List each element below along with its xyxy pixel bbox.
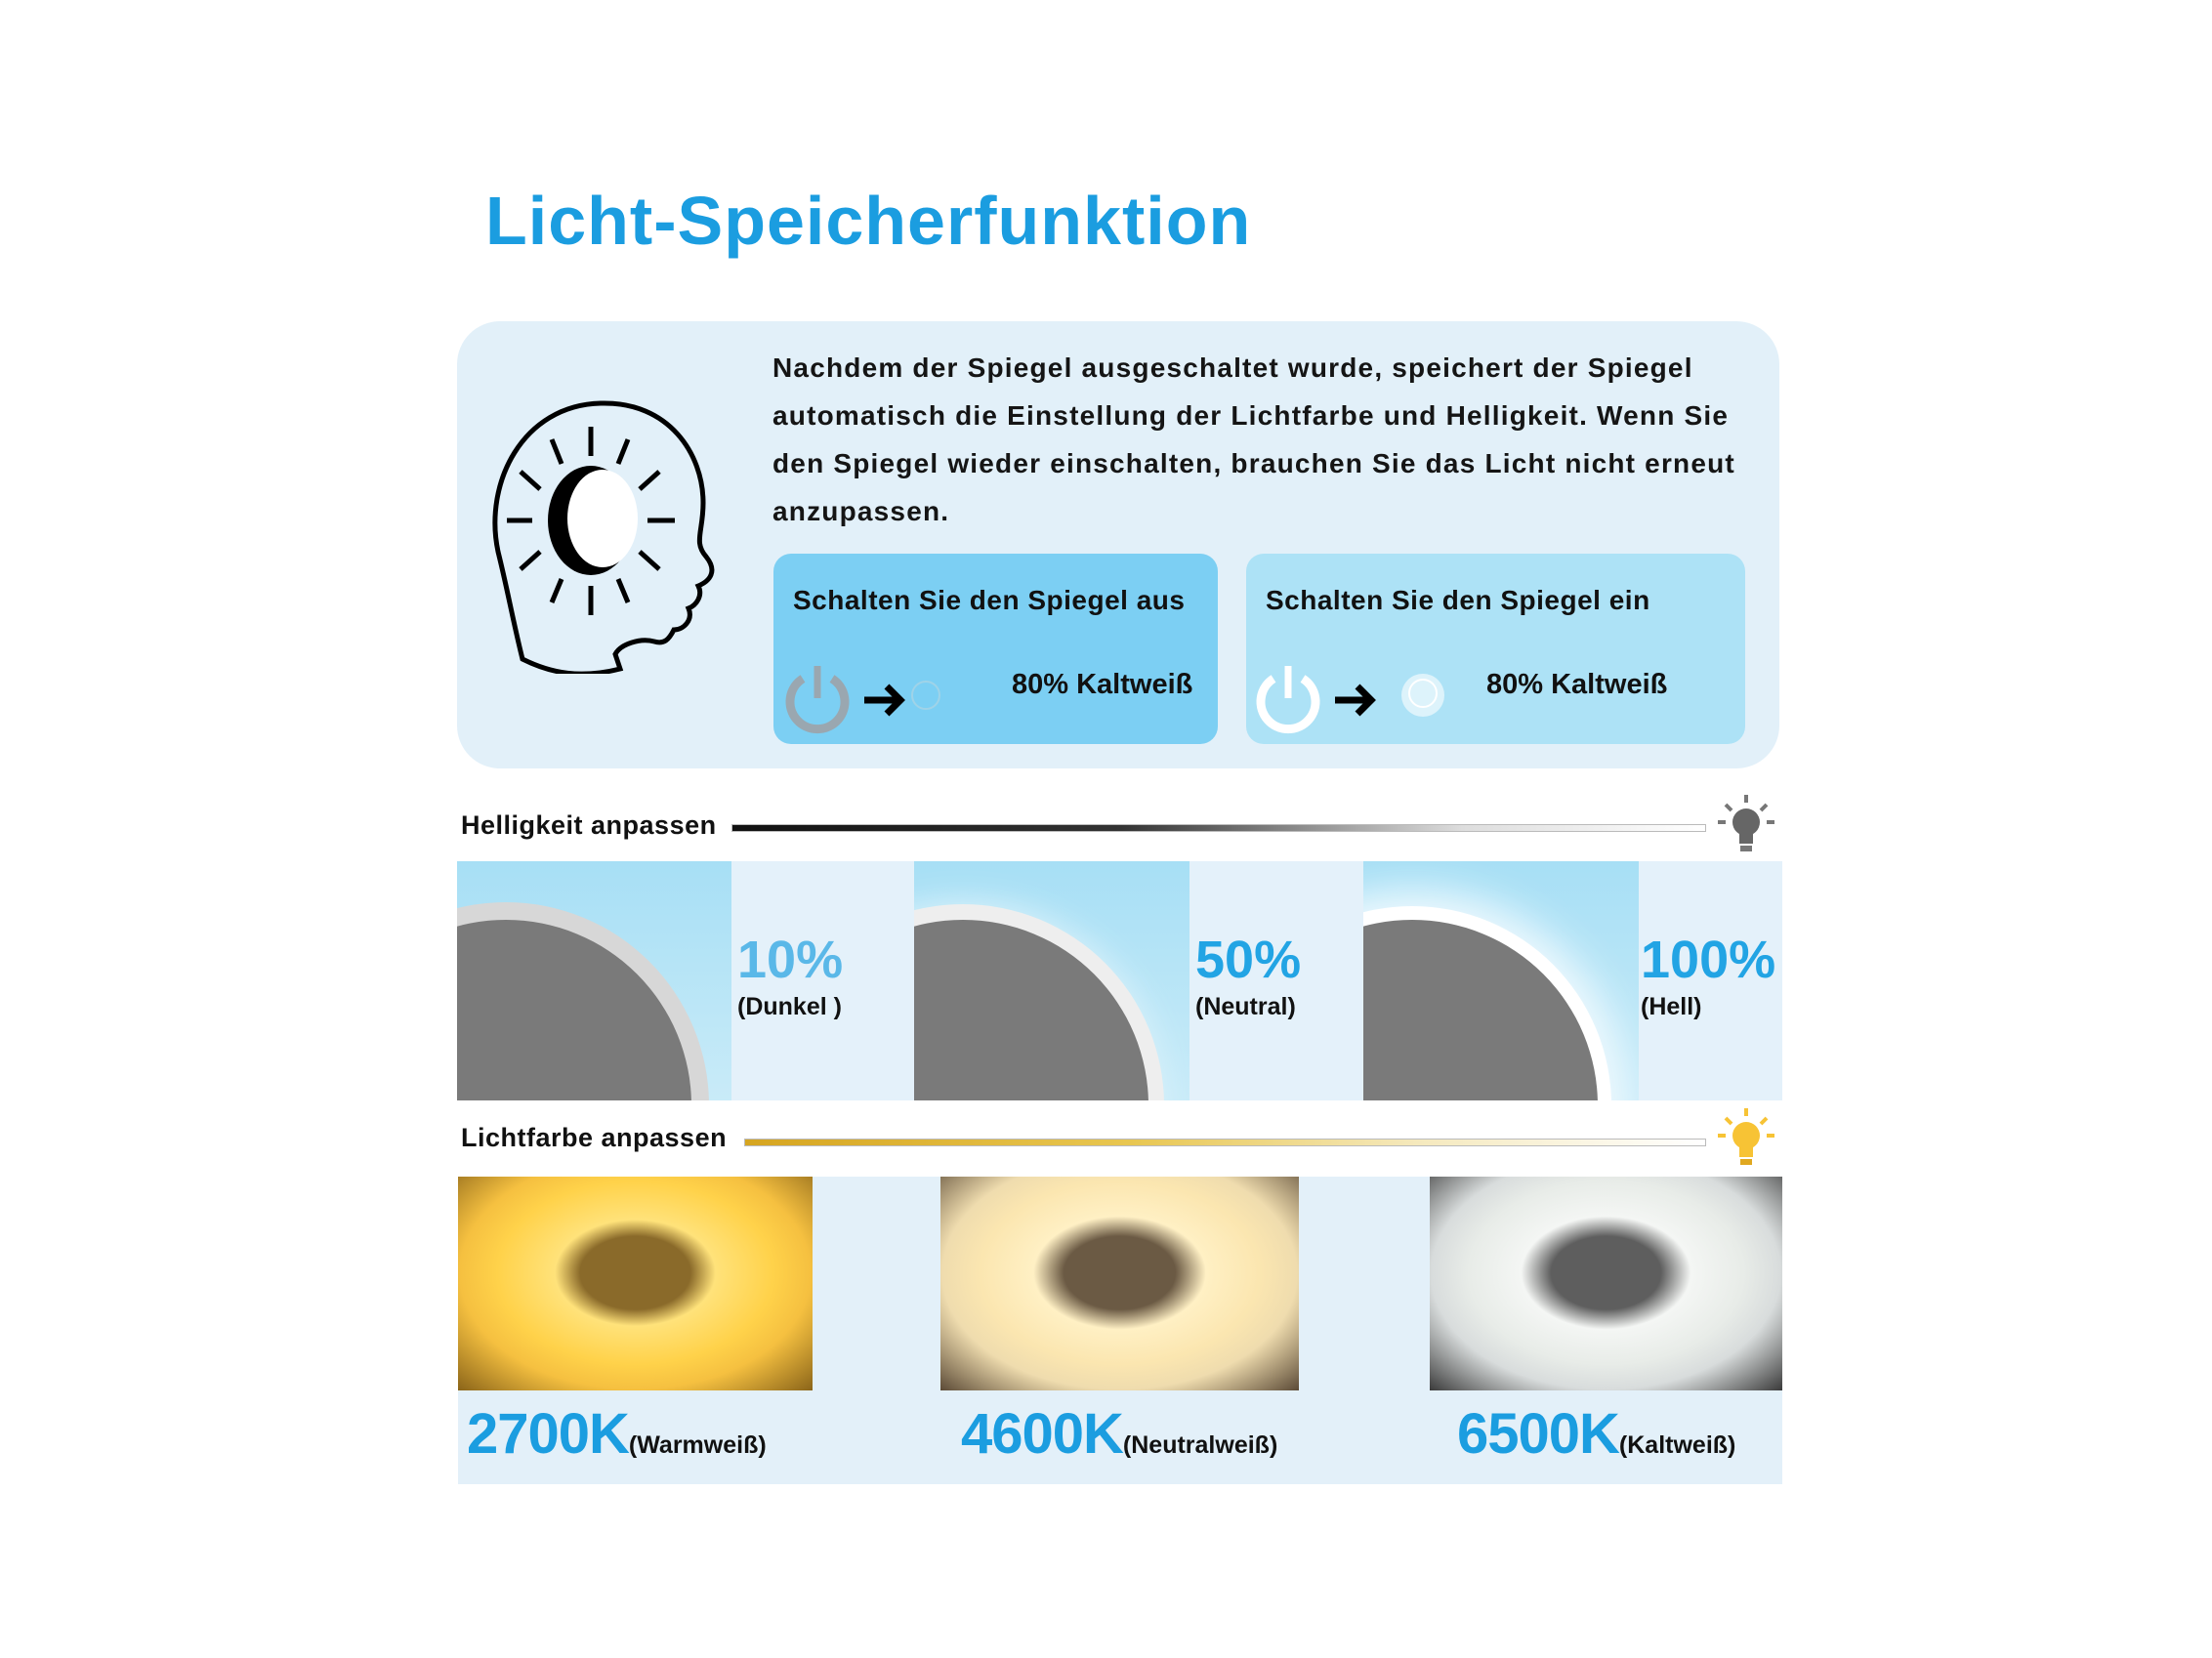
color-temp-label: 2700K(Warmweiß) (467, 1402, 767, 1466)
brightness-gradient-bar (731, 824, 1706, 832)
led-strip-image-neutral (940, 1177, 1299, 1390)
step-label: Schalten Sie den Spiegel ein (1266, 585, 1650, 615)
light-color-label: Lichtfarbe anpassen (461, 1123, 728, 1152)
step-off-card: Schalten Sie den Spiegel aus 80% Kaltwei… (773, 554, 1218, 744)
power-icon (1256, 666, 1444, 734)
step-on-card: Schalten Sie den Spiegel ein 80% Kaltwei… (1246, 554, 1745, 744)
description-text: Nachdem der Spiegel ausgeschaltet wurde,… (772, 352, 1735, 526)
brightness-name: (Hell) (1641, 993, 1702, 1020)
brightness-name: (Neutral) (1195, 993, 1296, 1020)
color-temp-label: 6500K(Kaltweiß) (1457, 1402, 1736, 1466)
mirror-image-100 (1363, 861, 1639, 1100)
head-sun-moon-icon (492, 400, 715, 674)
page-title: Licht-Speicherfunktion (485, 183, 1252, 259)
step-value: 80% Kaltweiß (1012, 669, 1193, 700)
brightness-strip: 10% (Dunkel ) 50% (Neutral) 100% (Hell) (457, 861, 1782, 1100)
led-strip-image-cool (1430, 1177, 1782, 1390)
brightness-name: (Dunkel ) (737, 993, 842, 1020)
mirror-image-50 (914, 861, 1189, 1100)
power-icon (785, 666, 940, 734)
brightness-value: 10% (737, 931, 844, 989)
step-value: 80% Kaltweiß (1486, 669, 1668, 700)
color-gradient-bar (744, 1139, 1706, 1146)
color-temp-label: 4600K(Neutralweiß) (961, 1402, 1278, 1466)
led-strip-image-warm (458, 1177, 813, 1390)
brightness-label: Helligkeit anpassen (461, 810, 717, 840)
brightness-value: 100% (1641, 931, 1776, 989)
lightbulb-icon (1718, 795, 1774, 851)
brightness-value: 50% (1195, 931, 1302, 989)
step-label: Schalten Sie den Spiegel aus (793, 585, 1186, 615)
lightbulb-icon (1718, 1108, 1774, 1165)
mirror-image-10 (457, 861, 731, 1100)
